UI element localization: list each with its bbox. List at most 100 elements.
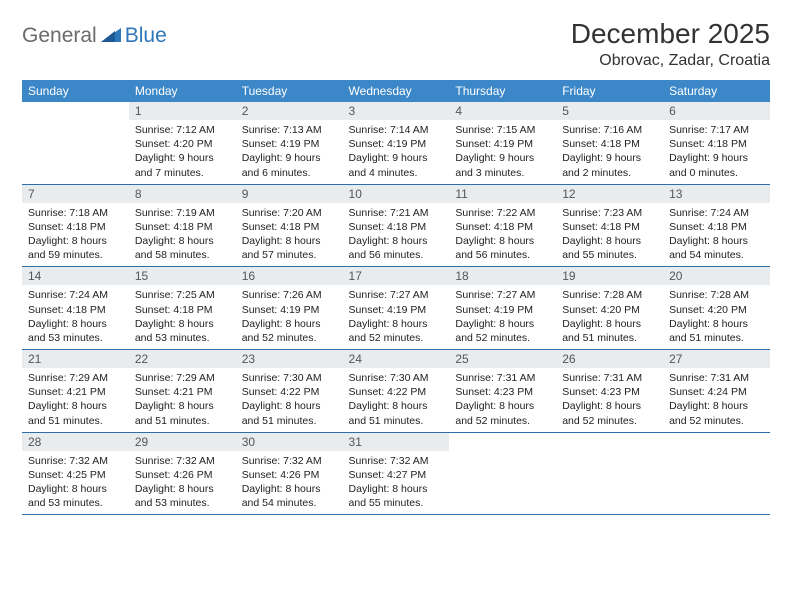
calendar-day-cell: 6Sunrise: 7:17 AMSunset: 4:18 PMDaylight… [663, 102, 770, 184]
daylight-text: Daylight: 8 hours and 54 minutes. [242, 482, 337, 510]
day-number: 21 [22, 350, 129, 368]
day-details: Sunrise: 7:30 AMSunset: 4:22 PMDaylight:… [236, 368, 343, 432]
day-details: Sunrise: 7:27 AMSunset: 4:19 PMDaylight:… [343, 285, 450, 349]
daylight-text: Daylight: 8 hours and 53 minutes. [28, 482, 123, 510]
day-number: 10 [343, 185, 450, 203]
daylight-text: Daylight: 8 hours and 51 minutes. [28, 399, 123, 427]
day-details: Sunrise: 7:30 AMSunset: 4:22 PMDaylight:… [343, 368, 450, 432]
daylight-text: Daylight: 9 hours and 3 minutes. [455, 151, 550, 179]
sunset-text: Sunset: 4:19 PM [349, 137, 444, 151]
day-number: 8 [129, 185, 236, 203]
sunset-text: Sunset: 4:22 PM [349, 385, 444, 399]
daylight-text: Daylight: 8 hours and 54 minutes. [669, 234, 764, 262]
sunrise-text: Sunrise: 7:31 AM [669, 371, 764, 385]
calendar-day-cell: 17Sunrise: 7:27 AMSunset: 4:19 PMDayligh… [343, 267, 450, 350]
calendar-day-cell: 10Sunrise: 7:21 AMSunset: 4:18 PMDayligh… [343, 184, 450, 267]
calendar-day-cell [22, 102, 129, 184]
day-number: 15 [129, 267, 236, 285]
sunset-text: Sunset: 4:18 PM [455, 220, 550, 234]
sunset-text: Sunset: 4:24 PM [669, 385, 764, 399]
calendar-day-cell: 25Sunrise: 7:31 AMSunset: 4:23 PMDayligh… [449, 350, 556, 433]
day-number: 19 [556, 267, 663, 285]
daylight-text: Daylight: 8 hours and 51 minutes. [562, 317, 657, 345]
brand-logo: General Blue [22, 18, 167, 48]
sunrise-text: Sunrise: 7:28 AM [562, 288, 657, 302]
daylight-text: Daylight: 8 hours and 53 minutes. [135, 482, 230, 510]
calendar-week-row: 28Sunrise: 7:32 AMSunset: 4:25 PMDayligh… [22, 432, 770, 515]
day-details: Sunrise: 7:31 AMSunset: 4:24 PMDaylight:… [663, 368, 770, 432]
sunset-text: Sunset: 4:23 PM [455, 385, 550, 399]
sunset-text: Sunset: 4:21 PM [28, 385, 123, 399]
calendar-day-cell: 3Sunrise: 7:14 AMSunset: 4:19 PMDaylight… [343, 102, 450, 184]
calendar-day-cell: 18Sunrise: 7:27 AMSunset: 4:19 PMDayligh… [449, 267, 556, 350]
sunset-text: Sunset: 4:19 PM [455, 137, 550, 151]
daylight-text: Daylight: 9 hours and 6 minutes. [242, 151, 337, 179]
calendar-day-cell: 31Sunrise: 7:32 AMSunset: 4:27 PMDayligh… [343, 432, 450, 515]
sunset-text: Sunset: 4:18 PM [669, 137, 764, 151]
sunrise-text: Sunrise: 7:12 AM [135, 123, 230, 137]
calendar-day-cell: 29Sunrise: 7:32 AMSunset: 4:26 PMDayligh… [129, 432, 236, 515]
sunset-text: Sunset: 4:19 PM [242, 137, 337, 151]
day-details: Sunrise: 7:17 AMSunset: 4:18 PMDaylight:… [663, 120, 770, 184]
sunrise-text: Sunrise: 7:26 AM [242, 288, 337, 302]
sunrise-text: Sunrise: 7:32 AM [135, 454, 230, 468]
sunrise-text: Sunrise: 7:22 AM [455, 206, 550, 220]
sunrise-text: Sunrise: 7:19 AM [135, 206, 230, 220]
sunrise-text: Sunrise: 7:13 AM [242, 123, 337, 137]
day-number: 23 [236, 350, 343, 368]
sunrise-text: Sunrise: 7:17 AM [669, 123, 764, 137]
sunrise-text: Sunrise: 7:25 AM [135, 288, 230, 302]
day-number: 12 [556, 185, 663, 203]
day-number: 9 [236, 185, 343, 203]
daylight-text: Daylight: 9 hours and 7 minutes. [135, 151, 230, 179]
sunrise-text: Sunrise: 7:32 AM [28, 454, 123, 468]
day-details: Sunrise: 7:16 AMSunset: 4:18 PMDaylight:… [556, 120, 663, 184]
day-number: 2 [236, 102, 343, 120]
sunset-text: Sunset: 4:26 PM [135, 468, 230, 482]
day-details: Sunrise: 7:12 AMSunset: 4:20 PMDaylight:… [129, 120, 236, 184]
sunrise-text: Sunrise: 7:14 AM [349, 123, 444, 137]
sunset-text: Sunset: 4:18 PM [135, 220, 230, 234]
day-details: Sunrise: 7:29 AMSunset: 4:21 PMDaylight:… [22, 368, 129, 432]
calendar-day-cell: 28Sunrise: 7:32 AMSunset: 4:25 PMDayligh… [22, 432, 129, 515]
calendar-body: 1Sunrise: 7:12 AMSunset: 4:20 PMDaylight… [22, 102, 770, 515]
day-number: 16 [236, 267, 343, 285]
daylight-text: Daylight: 8 hours and 55 minutes. [349, 482, 444, 510]
sunset-text: Sunset: 4:18 PM [28, 220, 123, 234]
daylight-text: Daylight: 8 hours and 52 minutes. [669, 399, 764, 427]
daylight-text: Daylight: 9 hours and 0 minutes. [669, 151, 764, 179]
day-details: Sunrise: 7:19 AMSunset: 4:18 PMDaylight:… [129, 203, 236, 267]
sunrise-text: Sunrise: 7:20 AM [242, 206, 337, 220]
day-details: Sunrise: 7:14 AMSunset: 4:19 PMDaylight:… [343, 120, 450, 184]
calendar-page: General Blue December 2025 Obrovac, Zada… [0, 0, 792, 525]
weekday-header: Thursday [449, 80, 556, 102]
sunset-text: Sunset: 4:18 PM [669, 220, 764, 234]
brand-triangle-icon [101, 26, 121, 47]
sunrise-text: Sunrise: 7:18 AM [28, 206, 123, 220]
day-number: 20 [663, 267, 770, 285]
sunset-text: Sunset: 4:18 PM [349, 220, 444, 234]
sunrise-text: Sunrise: 7:23 AM [562, 206, 657, 220]
sunrise-text: Sunrise: 7:28 AM [669, 288, 764, 302]
day-details: Sunrise: 7:15 AMSunset: 4:19 PMDaylight:… [449, 120, 556, 184]
day-number: 4 [449, 102, 556, 120]
sunrise-text: Sunrise: 7:32 AM [242, 454, 337, 468]
day-number: 14 [22, 267, 129, 285]
day-details: Sunrise: 7:23 AMSunset: 4:18 PMDaylight:… [556, 203, 663, 267]
day-details: Sunrise: 7:27 AMSunset: 4:19 PMDaylight:… [449, 285, 556, 349]
daylight-text: Daylight: 8 hours and 53 minutes. [135, 317, 230, 345]
calendar-day-cell: 16Sunrise: 7:26 AMSunset: 4:19 PMDayligh… [236, 267, 343, 350]
sunrise-text: Sunrise: 7:31 AM [562, 371, 657, 385]
day-details: Sunrise: 7:18 AMSunset: 4:18 PMDaylight:… [22, 203, 129, 267]
day-number: 6 [663, 102, 770, 120]
sunset-text: Sunset: 4:18 PM [135, 303, 230, 317]
sunset-text: Sunset: 4:20 PM [562, 303, 657, 317]
calendar-day-cell: 26Sunrise: 7:31 AMSunset: 4:23 PMDayligh… [556, 350, 663, 433]
calendar-day-cell: 2 Sunrise: 7:13 AMSunset: 4:19 PMDaylight… [236, 102, 343, 184]
day-number: 1 [129, 102, 236, 120]
sunrise-text: Sunrise: 7:27 AM [455, 288, 550, 302]
calendar-day-cell: 12Sunrise: 7:23 AMSunset: 4:18 PMDayligh… [556, 184, 663, 267]
day-details: Sunrise: 7:25 AMSunset: 4:18 PMDaylight:… [129, 285, 236, 349]
day-number: 24 [343, 350, 450, 368]
daylight-text: Daylight: 8 hours and 56 minutes. [455, 234, 550, 262]
